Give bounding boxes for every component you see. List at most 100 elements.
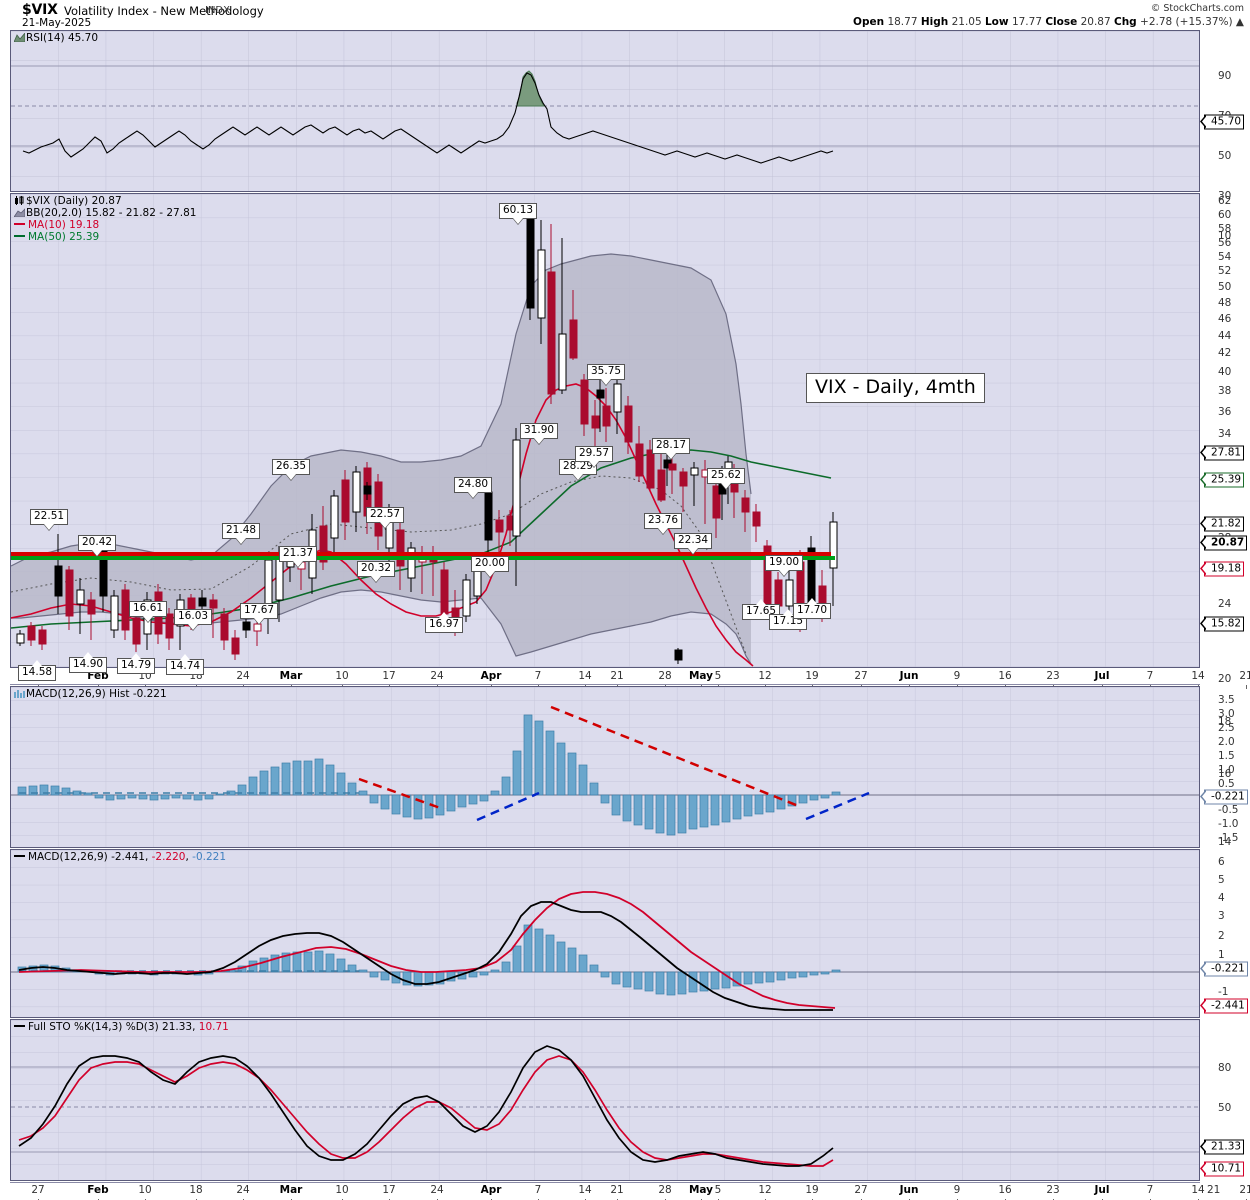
x-axis-line xyxy=(10,684,1200,685)
x-axis-label: 21 xyxy=(1239,670,1250,682)
mh-tick-1-5: 1.5 xyxy=(1218,750,1235,762)
price-panel: $VIX (Daily) 20.87 BB(20,2.0) 15.82 - 21… xyxy=(10,193,1231,848)
bb-middle-flag: 21.82 xyxy=(1199,516,1245,532)
rsi-tick-10: 10 xyxy=(1218,230,1232,242)
rsi-plot-svg xyxy=(11,31,1199,191)
price-callout: 14.90 xyxy=(69,652,108,673)
macd-tick-n1: -1 xyxy=(1218,986,1229,998)
price-tick-18: 18 xyxy=(1218,716,1232,728)
x-axis-label: Feb xyxy=(87,670,109,682)
chart-header: $VIX Volatility Index - New Methodology … xyxy=(0,0,1250,30)
low-value: 17.77 xyxy=(1011,16,1042,28)
open-value: 18.77 xyxy=(887,16,918,28)
macd-tick-3: 3 xyxy=(1218,910,1225,922)
x-axis-tick xyxy=(1246,685,1247,689)
x-axis-label: Apr xyxy=(480,670,502,682)
candlestick-icon xyxy=(15,196,24,205)
mh-tick-2-5: 2.5 xyxy=(1218,722,1235,734)
stochastic-d-value: 10.71 xyxy=(198,1021,229,1033)
rsi-tick-50: 50 xyxy=(1218,150,1232,162)
x-axis-label: 23 xyxy=(1046,670,1060,682)
macd-hist-svg xyxy=(11,687,1199,847)
x-axis-label: 27 xyxy=(31,1184,45,1196)
bb-lower-flag: 15.82 xyxy=(1199,616,1245,632)
x-axis-label: 24 xyxy=(430,1184,444,1196)
mh-tick-1-0: 1.0 xyxy=(1218,764,1235,776)
x-axis-label: 14 xyxy=(578,670,592,682)
x-axis-label: 24 xyxy=(236,670,250,682)
price-callout: 26.35 xyxy=(272,459,311,475)
x-axis-label: 24 xyxy=(430,670,444,682)
x-axis-label: 17 xyxy=(382,670,396,682)
x-axis-label: 27 xyxy=(854,1184,868,1196)
price-callout: 28.29 xyxy=(559,459,598,475)
ma50-line-icon xyxy=(14,235,25,237)
price-plot xyxy=(11,194,1199,667)
x-axis-label: Mar xyxy=(279,670,303,682)
x-axis-label: 12 xyxy=(758,1184,772,1196)
macd-signal-value: -2.220 xyxy=(151,851,186,863)
rsi-tick-30: 30 xyxy=(1218,190,1232,202)
macd-signal-flag: -2.441 xyxy=(1200,998,1248,1014)
price-legend-row-0: $VIX (Daily) 20.87 xyxy=(14,195,196,207)
x-axis-label: Jul xyxy=(1094,670,1110,682)
x-axis-label: May xyxy=(688,670,714,682)
last-price-flag: 20.87 xyxy=(1199,535,1248,551)
price-tick-44: 44 xyxy=(1218,330,1232,342)
price-callout: 24.80 xyxy=(454,477,493,493)
price-callout: 22.57 xyxy=(366,507,405,523)
price-tick-54: 54 xyxy=(1218,251,1232,263)
ma50-flag: 25.39 xyxy=(1199,472,1245,488)
price-legend-row-1: BB(20,2.0) 15.82 - 21.82 - 27.81 xyxy=(14,207,196,219)
stochastic-legend: Full STO %K(14,3) %D(3) 21.33, 10.71 xyxy=(14,1021,229,1033)
price-callout: 17.70 xyxy=(793,598,832,619)
x-axis-label: 16 xyxy=(998,1184,1012,1196)
macd-hist-legend-text: MACD(12,26,9) Hist -0.221 xyxy=(26,688,167,700)
x-axis-label: 21 xyxy=(610,670,624,682)
symbol-name: Volatility Index - New Methodology xyxy=(64,4,264,18)
price-tick-34: 34 xyxy=(1218,428,1232,440)
stoch-line-icon xyxy=(14,1025,25,1027)
price-callout: 35.75 xyxy=(587,364,626,380)
chart-date: 21-May-2025 xyxy=(22,17,92,29)
price-callout: 31.90 xyxy=(520,423,559,439)
macd-panel: MACD(12,26,9) -2.441, -2.220, -0.221 6 5… xyxy=(10,849,1228,1018)
change-value: +2.78 (+15.37%) xyxy=(1140,16,1233,28)
x-axis-label: 12 xyxy=(758,670,772,682)
price-legend-row-2: MA(10) 19.18 xyxy=(14,219,196,231)
high-label: High xyxy=(920,16,949,28)
price-callout: 21.37 xyxy=(279,546,318,562)
macd-hist-value-flag: -0.221 xyxy=(1200,789,1248,805)
stochastic-plot xyxy=(11,1020,1199,1180)
price-tick-36: 36 xyxy=(1218,406,1232,418)
bottom-x-axis: 27 Feb 10 18 24 Mar 10 17 24 Apr 7 14 21 28 May 5 12 19 27… xyxy=(10,1181,1250,1200)
macd-value-flag: -0.221 xyxy=(1200,961,1248,977)
macd-tick-4: 4 xyxy=(1218,892,1225,904)
x-axis-label: 16 xyxy=(998,670,1012,682)
bb-upper-flag: 27.81 xyxy=(1199,445,1245,461)
x-axis-label: Jun xyxy=(899,1184,919,1196)
price-legend-row-3: MA(50) 25.39 xyxy=(14,231,196,243)
macd-hist-plot xyxy=(11,687,1199,847)
price-callout: 20.42 xyxy=(78,535,117,551)
stoch-tick-50: 50 xyxy=(1218,1102,1232,1114)
price-tick-14: 14 xyxy=(1218,836,1232,848)
price-callout: 60.13 xyxy=(499,203,538,219)
stochastic-legend-row: Full STO %K(14,3) %D(3) 21.33, 10.71 xyxy=(14,1021,229,1033)
price-plot-svg xyxy=(11,194,1199,667)
price-callout: 21.48 xyxy=(222,523,261,539)
rsi-area-icon xyxy=(14,33,25,42)
x-axis-label: 5 xyxy=(714,670,722,682)
price-callout: 29.57 xyxy=(575,446,614,462)
macd-legend-text: MACD(12,26,9) -2.441 xyxy=(28,851,145,863)
price-callout: 14.79 xyxy=(117,653,156,674)
price-callout: 16.97 xyxy=(425,612,464,633)
stoch-d-flag: 10.71 xyxy=(1199,1161,1245,1177)
x-axis-label: 17 xyxy=(382,1184,396,1196)
x-axis-label: 9 xyxy=(953,1184,961,1196)
x-axis-label: 19 xyxy=(805,1184,819,1196)
rsi-tick-90: 90 xyxy=(1218,70,1232,82)
x-axis-label: May xyxy=(688,1184,714,1196)
symbol-ticker: $VIX xyxy=(22,2,58,18)
chart-annotation: VIX - Daily, 4mth xyxy=(806,373,985,403)
